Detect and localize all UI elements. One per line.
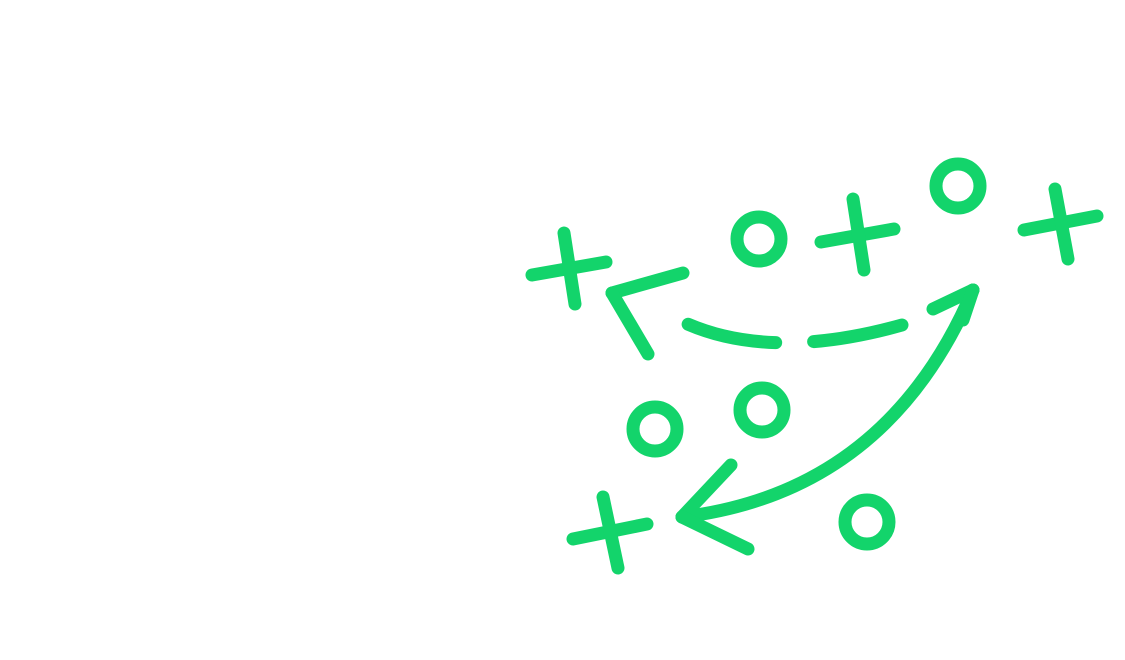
o-player-mark [929, 157, 987, 215]
dashed-route-arrowhead [605, 266, 690, 361]
x-player-mark [525, 226, 613, 311]
solid-route-arrowhead-bottom [675, 458, 755, 556]
o-player-mark [730, 210, 788, 268]
o-player-mark [626, 400, 684, 458]
solid-route-arrowhead-top [926, 283, 980, 327]
o-player-mark [733, 381, 791, 439]
o-player-mark [838, 493, 896, 551]
solid-route-curve [675, 283, 980, 524]
dashed-route-line [676, 315, 909, 350]
x-player-mark [814, 192, 901, 277]
x-player-mark [566, 490, 654, 575]
x-player-mark [1017, 182, 1104, 266]
